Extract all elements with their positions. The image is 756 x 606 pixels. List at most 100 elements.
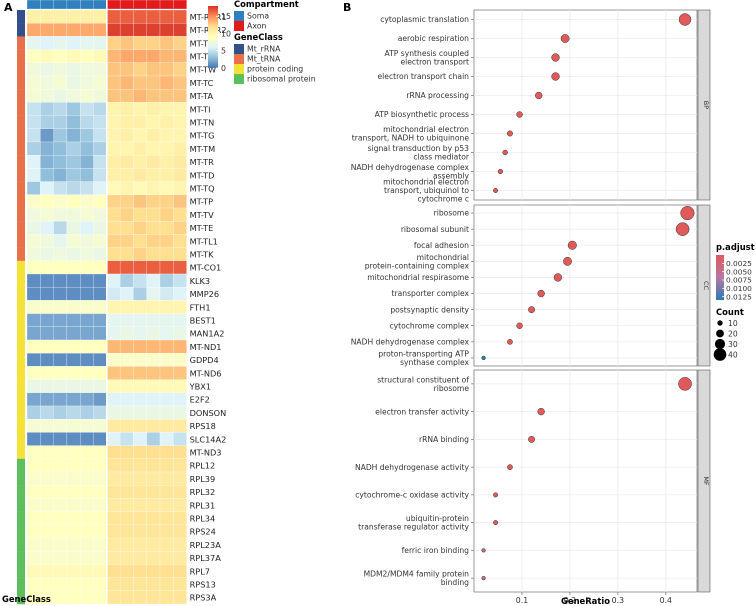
heatmap-cell bbox=[93, 247, 107, 261]
heatmap-cell bbox=[119, 89, 134, 103]
term-label: mitochondrial protein-containing complex bbox=[365, 253, 470, 271]
heatmap-cell bbox=[159, 62, 174, 77]
geneclass-annotation-cell bbox=[17, 62, 25, 77]
heatmap-cell bbox=[53, 260, 68, 275]
heatmap-cell bbox=[119, 9, 134, 24]
heatmap-cell bbox=[106, 260, 121, 275]
heatmap-cell bbox=[53, 36, 68, 50]
heatmap-cell bbox=[40, 23, 54, 37]
heatmap-cell bbox=[133, 287, 147, 301]
heatmap-cell bbox=[133, 379, 147, 393]
gene-label: RPL34 bbox=[190, 514, 216, 524]
term-label: ferric iron binding bbox=[402, 546, 470, 555]
heatmap-cell bbox=[119, 260, 134, 275]
gene-label: BEST1 bbox=[190, 316, 216, 326]
heatmap-cell bbox=[53, 353, 68, 367]
term-label: electron transport chain bbox=[378, 72, 470, 81]
heatmap-cell bbox=[93, 577, 107, 591]
heatmap-cell bbox=[146, 353, 161, 367]
facet-panel bbox=[473, 369, 698, 593]
heatmap-cell bbox=[93, 432, 107, 446]
heatmap-cell bbox=[66, 128, 81, 143]
compartment-annotation-cell bbox=[80, 0, 94, 10]
gene-label: MT-TN bbox=[190, 118, 215, 128]
heatmap-cell bbox=[159, 36, 174, 50]
geneclass-legend-swatch bbox=[234, 54, 244, 64]
gene-label: MT-TR bbox=[190, 157, 215, 167]
term-label: ribosomal subunit bbox=[401, 225, 469, 234]
heatmap-cell bbox=[119, 273, 134, 288]
heatmap-cell bbox=[159, 366, 174, 380]
heatmap-cell bbox=[146, 445, 161, 459]
heatmap-cell bbox=[133, 23, 147, 37]
geneclass-legend-label: protein coding bbox=[247, 65, 303, 74]
heatmap-cell bbox=[93, 300, 107, 314]
heatmap-cell bbox=[159, 181, 174, 195]
gene-label: RPS24 bbox=[190, 527, 216, 537]
heatmap-cell bbox=[146, 115, 161, 129]
geneclass-axis-label: GeneClass bbox=[2, 594, 51, 604]
heatmap-cell bbox=[119, 234, 134, 248]
heatmap-cell bbox=[119, 537, 134, 552]
heatmap-cell bbox=[53, 273, 68, 288]
term-label: electron transfer activity bbox=[375, 407, 469, 416]
heatmap-cell bbox=[159, 432, 174, 446]
heatmap-cell bbox=[26, 102, 41, 116]
geneclass-annotation-cell bbox=[17, 89, 25, 103]
heatmap-cell bbox=[40, 432, 54, 446]
heatmap-cell bbox=[40, 458, 54, 473]
x-tick-label: 0.1 bbox=[516, 596, 528, 605]
heatmap-cell bbox=[80, 326, 94, 341]
heatmap-cell bbox=[173, 155, 187, 169]
heatmap-cell bbox=[173, 260, 187, 275]
heatmap-cell bbox=[66, 9, 81, 24]
geneclass-annotation-cell bbox=[17, 274, 25, 288]
heatmap-cell bbox=[53, 168, 68, 182]
heatmap-cell bbox=[106, 498, 121, 512]
heatmap-cell bbox=[119, 181, 134, 195]
heatmap-cell bbox=[93, 75, 107, 90]
heatmap-cell bbox=[53, 313, 68, 327]
heatmap-cell bbox=[80, 366, 94, 380]
heatmap-cell bbox=[146, 49, 161, 63]
heatmap-cell bbox=[93, 485, 107, 499]
geneclass-annotation-cell bbox=[17, 49, 25, 63]
gene-label: GDPD4 bbox=[190, 355, 219, 365]
heatmap-cell bbox=[173, 115, 187, 129]
heatmap-cell bbox=[53, 366, 68, 380]
heatmap-cell bbox=[66, 287, 81, 301]
heatmap-cell bbox=[93, 590, 107, 605]
heatmap-cell bbox=[66, 102, 81, 116]
heatmap-cell bbox=[93, 366, 107, 380]
heatmap-cell bbox=[106, 524, 121, 539]
heatmap-cell bbox=[66, 511, 81, 525]
heatmap-cell bbox=[93, 405, 107, 420]
gene-label: MT-TQ bbox=[190, 184, 215, 194]
enrichment-dot bbox=[493, 188, 499, 193]
heatmap-cell bbox=[106, 102, 121, 116]
heatmap-cell bbox=[146, 234, 161, 248]
heatmap-cell bbox=[26, 75, 41, 90]
heatmap-cell bbox=[119, 471, 134, 486]
term-label: ribosome bbox=[434, 209, 470, 218]
heatmap-cell bbox=[159, 221, 174, 235]
facet-strip-label: MF bbox=[702, 476, 710, 486]
heatmap-cell bbox=[40, 405, 54, 420]
heatmap-cell bbox=[173, 551, 187, 565]
heatmap-cell bbox=[93, 287, 107, 301]
heatmap-cell bbox=[106, 590, 121, 605]
heatmap-cell bbox=[93, 141, 107, 156]
heatmap-cell bbox=[159, 590, 174, 605]
heatmap-cell bbox=[119, 419, 134, 433]
heatmap-cell bbox=[119, 392, 134, 407]
heatmap-cell bbox=[93, 62, 107, 77]
heatmap-cell bbox=[133, 247, 147, 261]
count-legend-dot bbox=[716, 329, 724, 338]
gene-label: RPS13 bbox=[190, 580, 216, 590]
heatmap-cell bbox=[133, 115, 147, 129]
heatmap-cell bbox=[40, 419, 54, 433]
geneclass-annotation-cell bbox=[17, 168, 25, 182]
heatmap-cell bbox=[133, 128, 147, 143]
count-legend-dot bbox=[714, 338, 726, 350]
heatmap-cell bbox=[80, 102, 94, 116]
